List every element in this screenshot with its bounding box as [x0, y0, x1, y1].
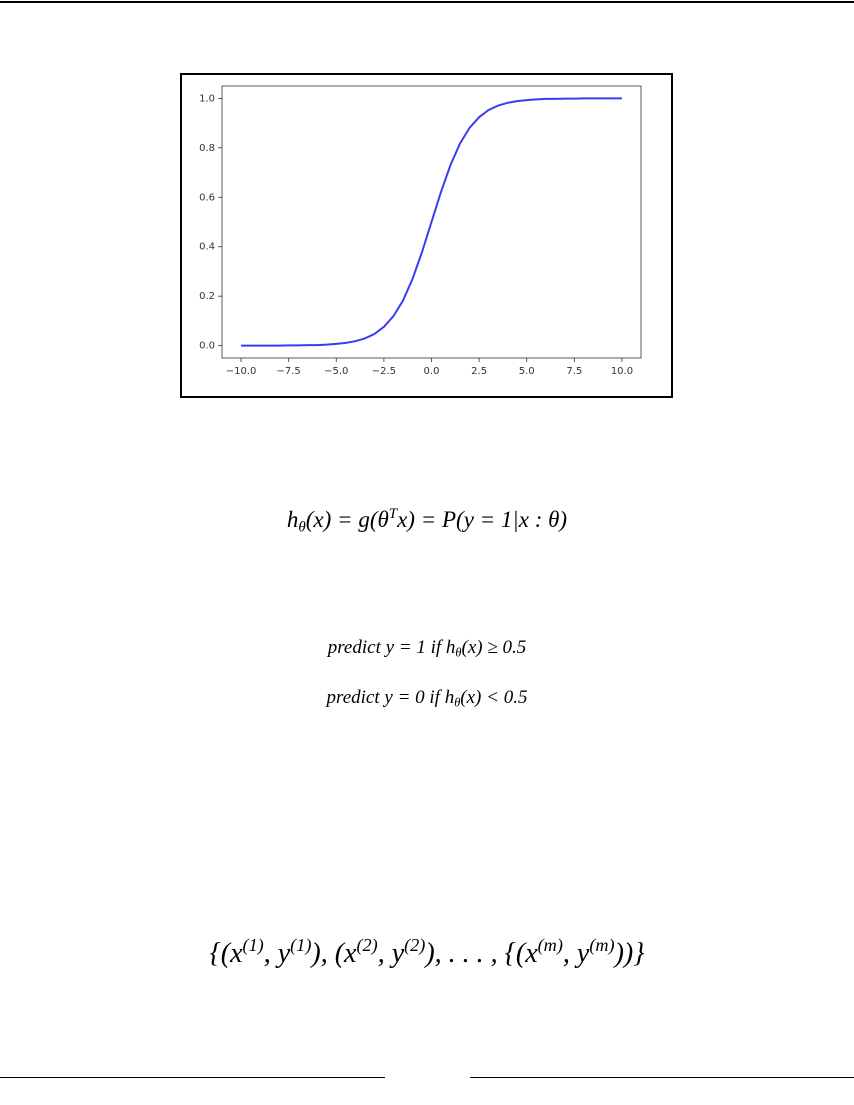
eq-text: (x) ≥ 0.5: [461, 637, 527, 658]
eq-text: (x) = g(θ: [305, 506, 389, 532]
x-tick-label: 7.5: [566, 366, 582, 377]
eq-sub: θ: [298, 519, 306, 536]
eq-sup: (m): [589, 935, 615, 955]
y-tick-label: 0.8: [199, 143, 215, 154]
y-tick-label: 1.0: [199, 93, 215, 104]
x-tick-label: 5.0: [519, 366, 535, 377]
y-tick-label: 0.6: [199, 192, 215, 203]
eq-sup: (2): [404, 935, 426, 955]
eq-text: ))}: [614, 937, 645, 969]
x-tick-label: 0.0: [424, 366, 440, 377]
equation: predict y = 1 if hθ(x) ≥ 0.5: [0, 637, 854, 661]
x-tick-label: −5.0: [324, 366, 348, 377]
eq-sup: (1): [290, 935, 312, 955]
y-tick-label: 0.4: [199, 242, 215, 253]
x-tick-label: −7.5: [277, 366, 301, 377]
eq-text: x) = P(y = 1|x : θ): [397, 506, 568, 532]
eq-sub: θ: [454, 695, 461, 710]
eq-text: (x) < 0.5: [460, 687, 528, 708]
footer-rule: [0, 1077, 385, 1078]
x-tick-label: −2.5: [372, 366, 396, 377]
eq-sup: (1): [242, 935, 264, 955]
eq-text: , y: [263, 937, 291, 969]
eq-text: , y: [377, 937, 405, 969]
eq-sup: (m): [537, 935, 563, 955]
eq-text: h: [286, 506, 299, 532]
x-tick-label: 2.5: [471, 366, 487, 377]
eq-sub: θ: [455, 645, 462, 660]
eq-sup: (2): [356, 935, 378, 955]
eq-sup: T: [388, 506, 398, 522]
eq-text: ), (x: [311, 937, 357, 969]
eq-text: {(x: [209, 937, 243, 969]
eq-text: ), . . . , {(x: [425, 937, 538, 969]
y-tick-label: 0.0: [199, 341, 215, 352]
equation: hθ(x) = g(θTx) = P(y = 1|x : θ): [0, 506, 854, 536]
equation: {(x(1), y(1)), (x(2), y(2)), . . . , {(x…: [0, 935, 854, 970]
eq-text: , y: [562, 937, 590, 969]
eq-text: predict y = 0 if h: [326, 687, 455, 708]
x-tick-label: −10.0: [226, 366, 257, 377]
eq-text: predict y = 1 if h: [327, 637, 456, 658]
curve: [241, 97, 622, 347]
x-tick-label: 10.0: [611, 366, 633, 377]
chart: −10.0 −7.5 −5.0 −2.5 0.0 2.5 5.0 7.5 10.0 0.0 0.2 0…: [180, 73, 673, 398]
footer-rule: [470, 1077, 854, 1078]
header-rule: [0, 1, 854, 3]
y-tick-label: 0.2: [199, 291, 215, 302]
equation: predict y = 0 if hθ(x) < 0.5: [0, 687, 854, 711]
